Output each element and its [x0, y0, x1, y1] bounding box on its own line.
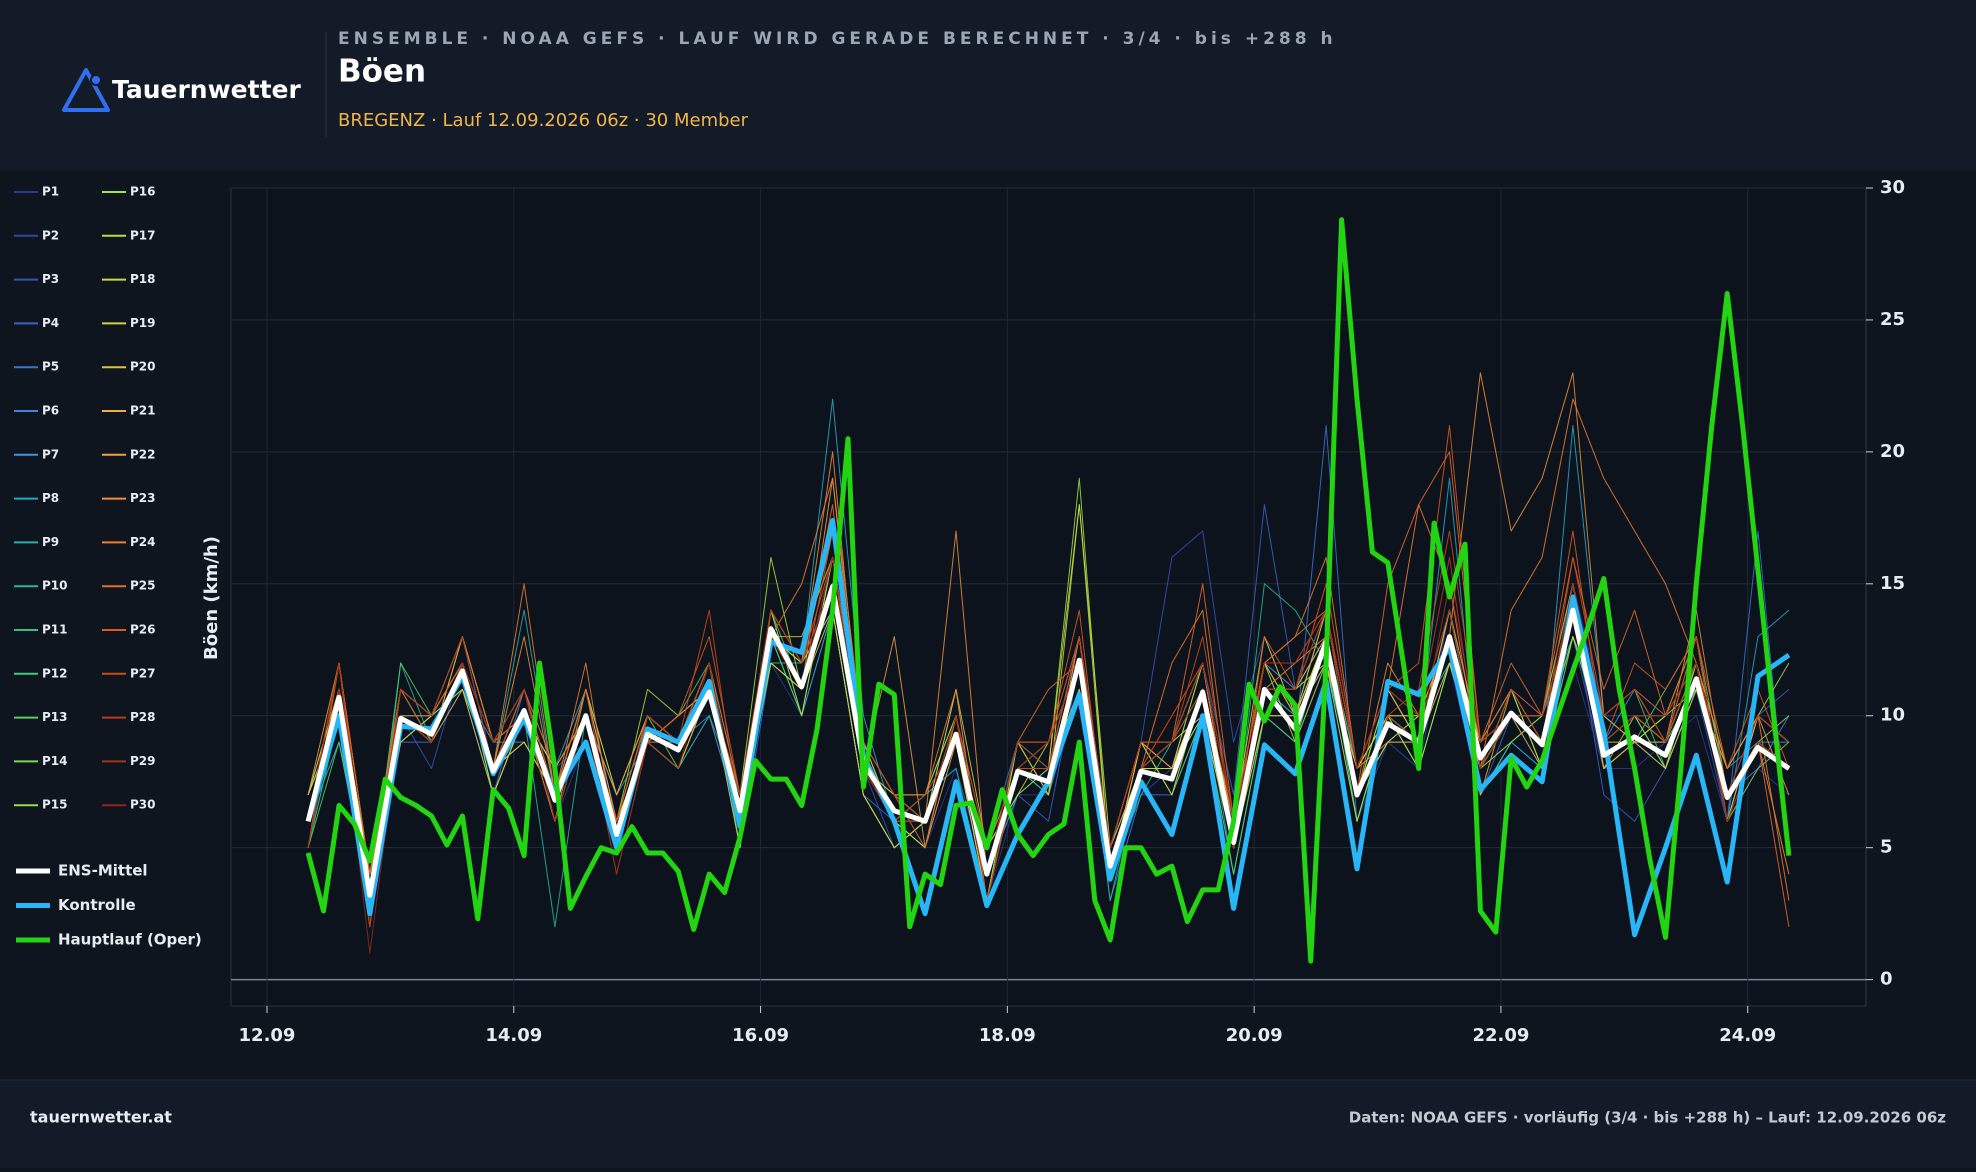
legend-label: P21	[130, 404, 156, 418]
x-tick-label: 22.09	[1472, 1025, 1529, 1046]
legend-label: P4	[42, 316, 59, 330]
legend-label: P17	[130, 228, 156, 242]
header-bg	[0, 0, 1976, 170]
legend-label: P22	[130, 447, 156, 461]
x-tick-label: 14.09	[485, 1025, 542, 1046]
y-tick-label: 10	[1880, 705, 1905, 726]
legend-label: Kontrolle	[58, 896, 136, 914]
title: Böen	[338, 54, 426, 90]
legend-label: ENS-Mittel	[58, 862, 148, 880]
logo	[62, 68, 110, 112]
x-tick-label: 18.09	[979, 1025, 1036, 1046]
lines	[305, 217, 1792, 964]
series-line	[305, 217, 1792, 964]
y-tick-label: 20	[1880, 441, 1905, 462]
legend-label: P26	[130, 623, 156, 637]
legend-label: P25	[130, 579, 156, 593]
y-tick-label: 25	[1880, 309, 1905, 330]
legend-label: P9	[42, 535, 59, 549]
logo-triangle	[62, 68, 110, 112]
y-axis-label: Böen (km/h)	[201, 536, 222, 660]
footer-site: tauernwetter.at	[30, 1108, 172, 1127]
x-tick-label: 20.09	[1226, 1025, 1283, 1046]
legend-label: P30	[130, 798, 156, 812]
legend-label: P15	[42, 798, 68, 812]
legend-label: P13	[42, 710, 68, 724]
legend-label: P12	[42, 666, 68, 680]
legend-label: P2	[42, 228, 59, 242]
legend-label: P16	[130, 185, 156, 199]
series-line	[305, 583, 1791, 898]
logo-dot	[90, 74, 102, 86]
legend-label: P1	[42, 185, 59, 199]
y-tick-label: 15	[1880, 573, 1905, 594]
x-tick-label: 24.09	[1719, 1025, 1776, 1046]
legend-label: P27	[130, 666, 156, 680]
subtitle: BREGENZ · Lauf 12.09.2026 06z · 30 Membe…	[338, 110, 749, 131]
y-tick-label: 30	[1880, 177, 1905, 198]
footer-source: Daten: NOAA GEFS · vorläufig (3/4 · bis …	[1349, 1109, 1946, 1127]
legend-label: P29	[130, 754, 156, 768]
legend-label: Hauptlauf (Oper)	[58, 931, 202, 949]
y-tick-label: 5	[1880, 837, 1893, 858]
y-tick-label: 0	[1880, 969, 1893, 990]
legend-label: P3	[42, 272, 59, 286]
kicker: ENSEMBLE · NOAA GEFS · LAUF WIRD GERADE …	[338, 29, 1337, 49]
legend-label: P20	[130, 360, 156, 374]
legend-label: P28	[130, 710, 156, 724]
brand: Tauernwetter	[112, 75, 301, 104]
x-tick-label: 16.09	[732, 1025, 789, 1046]
legend-label: P5	[42, 360, 59, 374]
legend-label: P24	[130, 535, 156, 549]
legend-label: P19	[130, 316, 156, 330]
plot-area	[230, 187, 1867, 1007]
legend-label: P14	[42, 754, 68, 768]
legend-label: P10	[42, 579, 68, 593]
legend-label: P7	[42, 447, 59, 461]
legend-label: P23	[130, 491, 156, 505]
legend-label: P11	[42, 623, 68, 637]
footer-bg	[0, 1080, 1976, 1168]
legend-label: P8	[42, 491, 59, 505]
x-tick-label: 12.09	[239, 1025, 296, 1046]
legend-label: P6	[42, 404, 59, 418]
legend-label: P18	[130, 272, 156, 286]
